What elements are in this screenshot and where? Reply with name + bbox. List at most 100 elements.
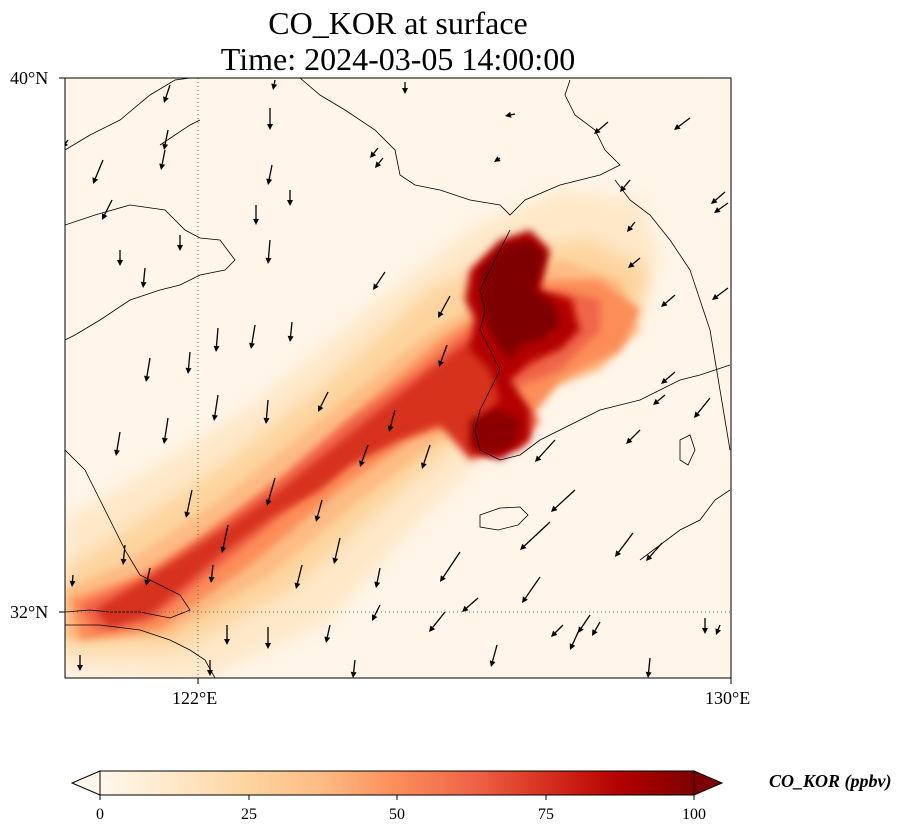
wind-arrow [520, 521, 551, 550]
wind-arrow [144, 567, 151, 586]
wind-arrow [402, 82, 408, 94]
wind-arrow [421, 444, 431, 469]
wind-arrow [627, 221, 636, 232]
wind-arrow [213, 327, 220, 352]
wind-arrow [220, 524, 229, 553]
wind-arrow [120, 544, 127, 565]
colorbar-extend-max [693, 770, 724, 796]
wind-arrow [569, 627, 581, 650]
wind-arrow [387, 409, 396, 432]
lon-label-130e: 130°E [705, 688, 751, 708]
wind-arrow [372, 604, 381, 621]
coastline-kyushu [639, 489, 731, 561]
wind-arrow [489, 644, 498, 667]
colorbar-tick-0: 0 [96, 806, 104, 823]
wind-arrow [373, 271, 386, 290]
map-frame [64, 77, 732, 679]
wind-arrow [65, 139, 69, 147]
chart-title: CO_KOR at surface [268, 5, 528, 41]
wind-arrow [271, 79, 278, 90]
colorbar-gradient [99, 770, 695, 796]
wind-arrow [370, 147, 379, 158]
wind-arrow [494, 156, 501, 162]
wind-arrow [117, 250, 123, 266]
lon-label-122e: 122°E [172, 688, 218, 708]
coastline-yangtze-south [65, 624, 216, 678]
wind-arrow [350, 659, 357, 678]
wind-arrow [159, 149, 166, 170]
wind-arrow [102, 199, 113, 220]
wind-arrow [294, 564, 303, 589]
wind-arrow [438, 295, 451, 318]
wind-arrow [332, 537, 341, 564]
wind-arrow [645, 657, 652, 678]
wind-arrow [628, 257, 641, 268]
wind-arrow [161, 417, 169, 444]
wind-arrow [661, 294, 676, 307]
coastline-jiangsu [65, 449, 191, 619]
wind-arrow [92, 159, 104, 184]
wind-arrow [646, 542, 663, 561]
colorbar-tick-75: 75 [538, 806, 554, 823]
wind-arrow [287, 321, 294, 342]
wind-arrow [185, 351, 192, 374]
colorbar-tick-25: 25 [241, 806, 257, 823]
wind-arrow [438, 344, 448, 367]
lat-label-40n: 40°N [10, 68, 49, 88]
wind-arrow [263, 399, 270, 424]
colorbar-tick-100: 100 [682, 806, 706, 823]
chart-subtitle-time: Time: 2024-03-05 14:00:00 [220, 41, 576, 77]
wind-arrow [208, 564, 215, 583]
wind-arrow [440, 551, 461, 582]
tsushima-island [679, 434, 696, 466]
wind-arrow [144, 357, 151, 382]
colorbar-extend-min [70, 770, 101, 796]
wind-arrow [177, 235, 183, 251]
colorbar-label: CO_KOR (ppbv) [769, 771, 892, 791]
wind-arrow [265, 239, 272, 264]
wind-arrow [163, 84, 171, 103]
co-concentration-field [65, 190, 660, 678]
wind-arrow [287, 190, 293, 206]
wind-arrow [535, 439, 556, 462]
wind-arrow [702, 618, 708, 634]
wind-arrow [551, 624, 564, 637]
wind-arrow [626, 429, 641, 444]
wind-arrow [267, 108, 273, 130]
wind-arrow [265, 477, 276, 506]
wind-arrow [324, 624, 331, 643]
wind-arrow [522, 576, 541, 603]
gridlines [65, 78, 731, 678]
wind-arrow [140, 267, 147, 288]
wind-arrow [714, 202, 729, 213]
wind-arrow [653, 394, 666, 405]
wind-arrow [592, 621, 601, 636]
wind-arrow [711, 191, 726, 204]
wind-arrow [314, 499, 323, 522]
coastline-liaodong-west [159, 119, 201, 146]
coastline-north-china [65, 78, 191, 151]
wind-arrow [184, 489, 193, 518]
coastline-shandong [65, 204, 236, 341]
wind-arrow [77, 655, 83, 671]
wind-arrow [265, 627, 271, 649]
wind-arrow [207, 660, 213, 676]
wind-arrow [674, 117, 691, 130]
wind-arrow [615, 532, 634, 557]
wind-arrow [162, 129, 169, 150]
wind-arrow [253, 205, 259, 225]
wind-arrow [620, 179, 631, 192]
wind-arrow [712, 287, 729, 300]
wind-arrow [594, 121, 609, 134]
wind-arrow [462, 597, 479, 612]
wind-arrow [211, 394, 219, 421]
wind-arrow [69, 574, 76, 587]
wind-arrow [318, 391, 329, 412]
wind-vector-field [65, 79, 729, 678]
wind-arrow [249, 324, 256, 349]
colorbar-tick-50: 50 [389, 806, 405, 823]
wind-arrow [114, 431, 121, 456]
coastline-korea-west-south [474, 229, 731, 461]
wind-arrow [661, 371, 676, 384]
